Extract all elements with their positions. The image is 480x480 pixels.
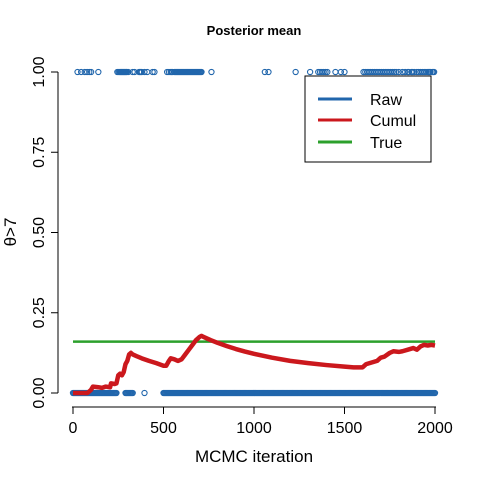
raw-point: [77, 68, 85, 76]
cumul-line: [73, 333, 436, 396]
raw-point: [141, 68, 148, 76]
raw-point: [198, 68, 205, 76]
x-tick-label: 1000: [236, 420, 272, 437]
raw-point: [322, 68, 329, 76]
chart-title: Posterior mean: [207, 23, 302, 38]
raw-point: [395, 68, 402, 76]
y-axis-label: θ>7: [1, 218, 20, 247]
raw-point: [81, 68, 88, 76]
raw-point: [431, 389, 439, 397]
legend-label-true: True: [370, 135, 402, 152]
raw-point: [149, 68, 156, 76]
raw-point: [341, 68, 348, 76]
legend-label-cumul: Cumul: [370, 113, 416, 130]
raw-point: [392, 68, 400, 76]
raw-point: [87, 68, 95, 76]
raw-point: [265, 68, 272, 76]
raw-point: [389, 68, 396, 76]
raw-point: [129, 68, 136, 76]
raw-point: [292, 68, 299, 76]
raw-point: [208, 68, 215, 76]
raw-point: [306, 68, 314, 76]
x-axis-label: MCMC iteration: [195, 447, 313, 466]
raw-point: [320, 68, 327, 76]
raw-point: [113, 389, 120, 397]
legend-label-raw: Raw: [370, 92, 402, 109]
x-tick-label: 1500: [327, 420, 363, 437]
x-tick-label: 500: [150, 420, 177, 437]
raw-point: [401, 68, 409, 76]
raw-point: [422, 68, 430, 76]
raw-point: [86, 68, 93, 76]
raw-point: [332, 68, 339, 76]
legend: Raw Cumul True: [304, 75, 432, 163]
raw-point: [430, 68, 438, 76]
raw-point: [261, 68, 269, 76]
series: [69, 68, 439, 397]
raw-point: [95, 68, 102, 76]
x-tick-label: 2000: [417, 420, 453, 437]
raw-point: [141, 389, 148, 397]
raw-point: [391, 68, 398, 76]
raw-point: [411, 68, 418, 76]
raw-point: [83, 68, 91, 76]
y-tick-label: 0.75: [31, 137, 48, 168]
raw-point: [129, 389, 136, 397]
raw-point: [427, 68, 434, 76]
raw-point: [409, 68, 416, 76]
raw-point: [151, 68, 158, 76]
y-tick-label: 0.00: [31, 377, 48, 408]
raw-point: [125, 68, 132, 76]
raw-point: [324, 68, 331, 76]
y-tick-label: 1.00: [31, 56, 48, 87]
ticks: 0 500 1000 1500 2000 0.00 0.25 0.50 0.75 1.00: [31, 56, 453, 437]
y-tick-label: 0.25: [31, 297, 48, 328]
raw-point: [74, 68, 81, 76]
raw-point: [337, 68, 345, 76]
y-tick-label: 0.50: [31, 217, 48, 248]
x-tick-label: 0: [69, 420, 78, 437]
